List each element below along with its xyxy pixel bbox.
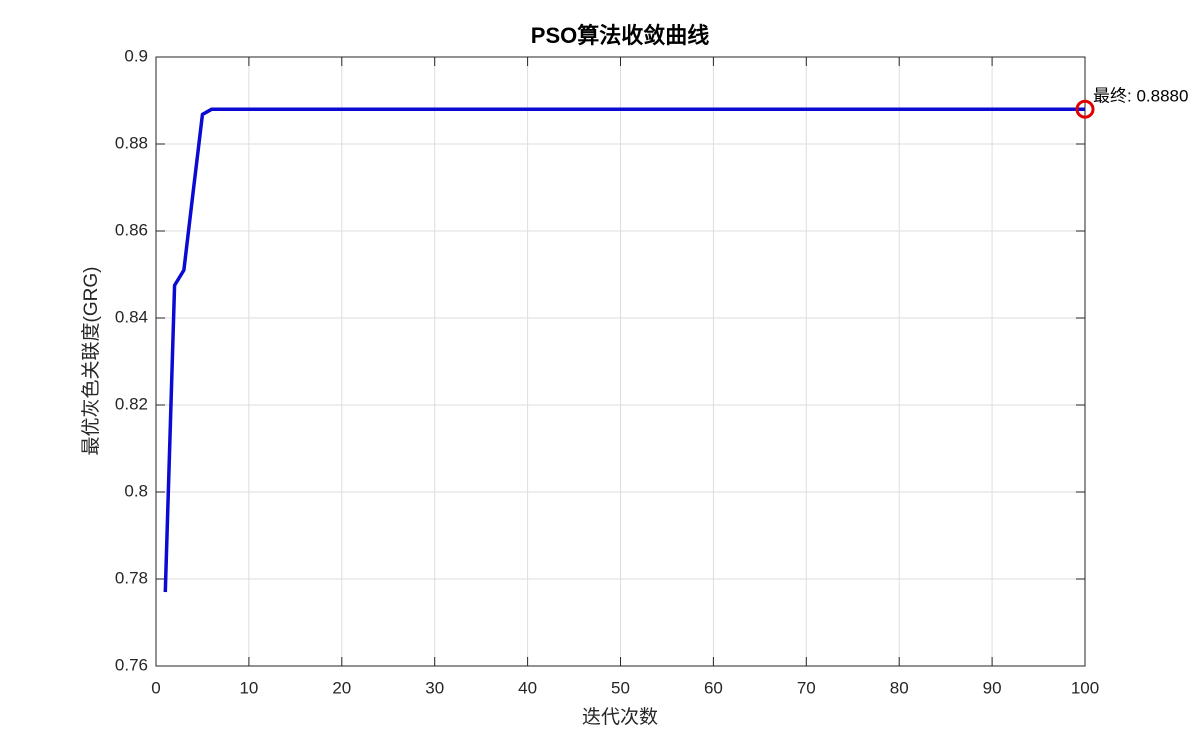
y-tick-label: 0.82 <box>115 394 148 413</box>
chart-title: PSO算法收敛曲线 <box>531 23 709 48</box>
axes-box <box>155 56 1086 667</box>
x-tick-label: 90 <box>983 678 1002 697</box>
y-tick-label: 0.84 <box>115 307 148 326</box>
final-marker <box>1075 99 1095 119</box>
y-tick-label: 0.76 <box>115 655 148 674</box>
x-tick-label: 70 <box>797 678 816 697</box>
y-tick-label: 0.78 <box>115 568 148 587</box>
y-tick-label: 0.9 <box>124 46 148 65</box>
annotation: 最终: 0.8880 <box>1093 87 1188 106</box>
x-tick-label: 30 <box>425 678 444 697</box>
y-tick-label: 0.88 <box>115 133 148 152</box>
x-tick-label: 10 <box>239 678 258 697</box>
x-tick-label: 80 <box>890 678 909 697</box>
x-tick-label: 60 <box>704 678 723 697</box>
y-tick-label: 0.86 <box>115 220 148 239</box>
x-tick-label: 100 <box>1071 678 1099 697</box>
x-axis-label: 迭代次数 <box>582 706 658 728</box>
y-tick-label: 0.8 <box>124 481 148 500</box>
x-tick-label: 50 <box>611 678 630 697</box>
x-tick-label: 40 <box>518 678 537 697</box>
x-tick-label: 0 <box>151 678 160 697</box>
data-line <box>163 107 1085 593</box>
x-tick-label: 20 <box>332 678 351 697</box>
y-axis-label: 最优灰色关联度(GRG) <box>80 267 102 456</box>
